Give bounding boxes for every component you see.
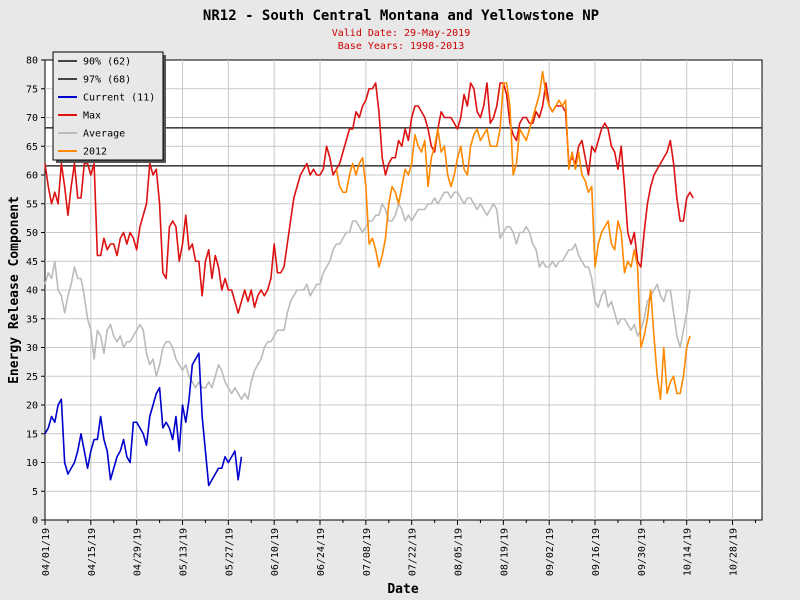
y-tick-label: 5 <box>32 487 38 498</box>
x-tick-label: 05/13/19 <box>179 528 190 576</box>
y-tick-label: 35 <box>26 314 38 325</box>
y-tick-label: 60 <box>26 171 38 182</box>
y-tick-label: 10 <box>26 458 38 469</box>
y-tick-label: 40 <box>26 286 38 297</box>
axis-layer: 0 5 10 15 20 25 30 35 40 45 50 55 60 65 70 75 80 04/01/19… <box>26 56 756 576</box>
y-tick-label: 20 <box>26 401 38 412</box>
x-tick-label: 09/02/19 <box>545 528 556 576</box>
y-axis-label: Energy Release Component <box>7 196 22 384</box>
x-tick-label: 04/01/19 <box>41 528 52 576</box>
x-tick-label: 06/24/19 <box>316 528 327 576</box>
legend-label: 2012 <box>83 147 107 158</box>
y-tick-label: 15 <box>26 429 38 440</box>
y-tick-label: 70 <box>26 113 38 124</box>
x-tick-label: 07/08/19 <box>362 528 373 576</box>
legend-label: Max <box>83 111 101 122</box>
grid-layer <box>45 60 762 520</box>
x-tick-label: 09/30/19 <box>637 528 648 576</box>
y-tick-label: 30 <box>26 343 38 354</box>
series-line-2012 <box>335 70 691 401</box>
x-tick-label: 09/16/19 <box>591 528 602 576</box>
legend-label: 97% (68) <box>83 75 131 86</box>
y-tick-label: 75 <box>26 84 38 95</box>
y-tick-label: 45 <box>26 257 38 268</box>
series-line-max <box>44 82 694 314</box>
y-tick-label: 25 <box>26 372 38 383</box>
x-tick-label: 08/05/19 <box>454 528 465 576</box>
legend-label: Current (11) <box>83 93 155 104</box>
y-tick-label: 65 <box>26 142 38 153</box>
legend-box <box>52 51 164 161</box>
legend-label: Average <box>83 129 125 140</box>
x-tick-label: 10/14/19 <box>683 528 694 576</box>
x-tick-label: 04/15/19 <box>87 528 98 576</box>
y-tick-label: 50 <box>26 228 38 239</box>
x-tick-label: 05/27/19 <box>224 528 235 576</box>
x-tick-label: 06/10/19 <box>270 528 281 576</box>
x-axis-label: Date <box>387 582 418 597</box>
y-tick-label: 80 <box>26 56 38 67</box>
x-tick-label: 08/19/19 <box>499 528 510 576</box>
legend: 90% (62) 97% (68) Current (11) Max Average 20… <box>52 51 166 163</box>
y-tick-label: 0 <box>32 516 38 527</box>
chart-subtitle-valid-date: Valid Date: 29-May-2019 <box>332 28 470 39</box>
x-tick-label: 10/28/19 <box>729 528 740 576</box>
chart-subtitle-base-years: Base Years: 1998-2013 <box>338 41 464 52</box>
chart-title: NR12 - South Central Montana and Yellows… <box>203 8 599 24</box>
x-tick-label: 07/22/19 <box>408 528 419 576</box>
legend-label: 90% (62) <box>83 57 131 68</box>
x-tick-label: 04/29/19 <box>133 528 144 576</box>
y-tick-label: 55 <box>26 199 38 210</box>
series-layer <box>44 70 694 487</box>
series-line-current-11 <box>44 352 243 487</box>
